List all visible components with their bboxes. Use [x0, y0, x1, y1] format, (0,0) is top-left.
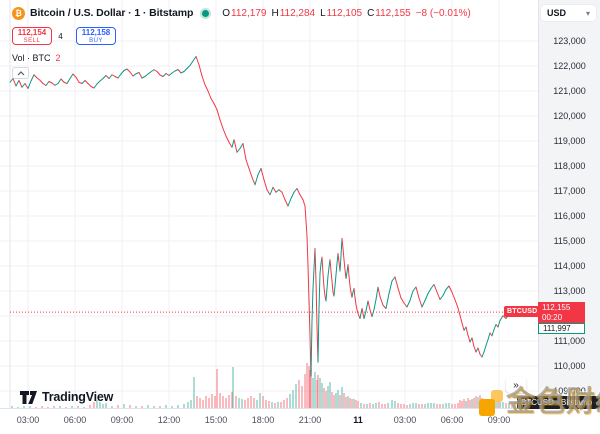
price-tick-label: 121,000 — [553, 86, 586, 96]
bitcoin-icon: ₿ — [12, 6, 25, 20]
volume-indicator-label[interactable]: Vol · BTC — [12, 53, 51, 63]
time-axis[interactable]: 03:00 06:00 09:00 12:00 15:00 18:00 21:00 11 03:… — [0, 408, 600, 434]
price-tick-label: 111,000 — [553, 336, 586, 346]
buy-label: BUY — [89, 37, 103, 44]
price-tick-label: 114,000 — [553, 261, 586, 271]
high-value: 112,284 — [279, 7, 316, 19]
sell-label: SELL — [23, 37, 41, 44]
collapse-legend-button[interactable] — [12, 67, 29, 79]
price-tick-label: 122,000 — [553, 61, 586, 71]
tradingview-logo[interactable]: TradingView — [20, 390, 113, 404]
time-tick-label: 21:00 — [298, 415, 322, 425]
price-tick-label: 116,000 — [553, 211, 586, 221]
realtime-status-icon — [202, 9, 210, 17]
price-axis[interactable]: 123,000 122,000 121,000 120,000 119,000 118,0… — [538, 0, 600, 408]
price-tick-label: 123,000 — [553, 36, 586, 46]
currency-label: USD — [547, 8, 567, 18]
time-tick-label: 09:00 — [487, 415, 511, 425]
exchange-badge: BTCUSD · Bitstamp — [517, 396, 600, 409]
open-value: 112,179 — [231, 7, 267, 19]
currency-selector[interactable]: USD ▾ — [541, 5, 596, 21]
last-price-badge: 112,155 00:20 — [538, 302, 585, 324]
time-tick-label: 15:00 — [204, 415, 228, 425]
time-tick-label: 12:00 — [157, 415, 181, 425]
price-tick-label: 109,000 — [553, 386, 586, 396]
change-value: −8 (−0.01%) — [415, 7, 471, 19]
tradingview-logo-icon — [20, 390, 37, 404]
volume-indicator-row: Vol · BTC 2 — [12, 53, 471, 63]
price-tick-label: 110,000 — [553, 361, 586, 371]
spread-value: 4 — [58, 31, 63, 41]
volume-indicator-value: 2 — [55, 53, 61, 63]
time-tick-label: 06:00 — [440, 415, 464, 425]
secondary-price-label: 111,997 — [538, 323, 585, 334]
sell-price: 112,154 — [17, 27, 47, 37]
price-tick-label: 115,000 — [553, 236, 586, 246]
low-label: L — [320, 7, 326, 19]
close-label: C — [367, 7, 375, 19]
sell-button[interactable]: 112,154 SELL — [12, 27, 52, 45]
ohlc-values: O 112,179 H 112,284 L 112,105 C 112,155 … — [217, 8, 470, 19]
scroll-to-realtime-button[interactable]: » — [506, 377, 526, 393]
low-value: 112,105 — [326, 7, 363, 19]
tradingview-logo-text: TradingView — [42, 390, 114, 404]
trade-buttons-row: 112,154 SELL 4 112,158 BUY — [12, 27, 471, 45]
time-tick-label: 03:00 — [393, 415, 417, 425]
chevron-down-icon: ▾ — [585, 8, 590, 18]
buy-button[interactable]: 112,158 BUY — [76, 27, 116, 45]
chevron-up-icon — [17, 70, 24, 75]
price-tick-label: 117,000 — [553, 186, 586, 196]
price-tick-label: 120,000 — [553, 111, 586, 121]
last-price-value: 112,155 — [542, 303, 571, 312]
symbol-price-flag: BTCUSD — [504, 306, 541, 317]
time-tick-label: 09:00 — [110, 415, 134, 425]
symbol-row: ₿ Bitcoin / U.S. Dollar · 1 · Bitstamp O… — [12, 5, 471, 21]
time-tick-label: 11 — [353, 415, 363, 425]
price-tick-label: 119,000 — [553, 136, 586, 146]
chart-legend: ₿ Bitcoin / U.S. Dollar · 1 · Bitstamp O… — [12, 5, 471, 79]
price-tick-label: 118,000 — [553, 161, 586, 171]
close-value: 112,155 — [375, 7, 411, 19]
time-tick-label: 06:00 — [63, 415, 87, 425]
symbol-title[interactable]: Bitcoin / U.S. Dollar · 1 · Bitstamp — [30, 7, 194, 19]
open-label: O — [222, 7, 231, 19]
time-tick-label: 03:00 — [16, 415, 40, 425]
price-tick-label: 113,000 — [553, 286, 586, 296]
high-label: H — [271, 7, 279, 19]
buy-price: 112,158 — [81, 27, 111, 37]
bar-countdown: 00:20 — [542, 313, 563, 322]
time-tick-label: 18:00 — [251, 415, 275, 425]
